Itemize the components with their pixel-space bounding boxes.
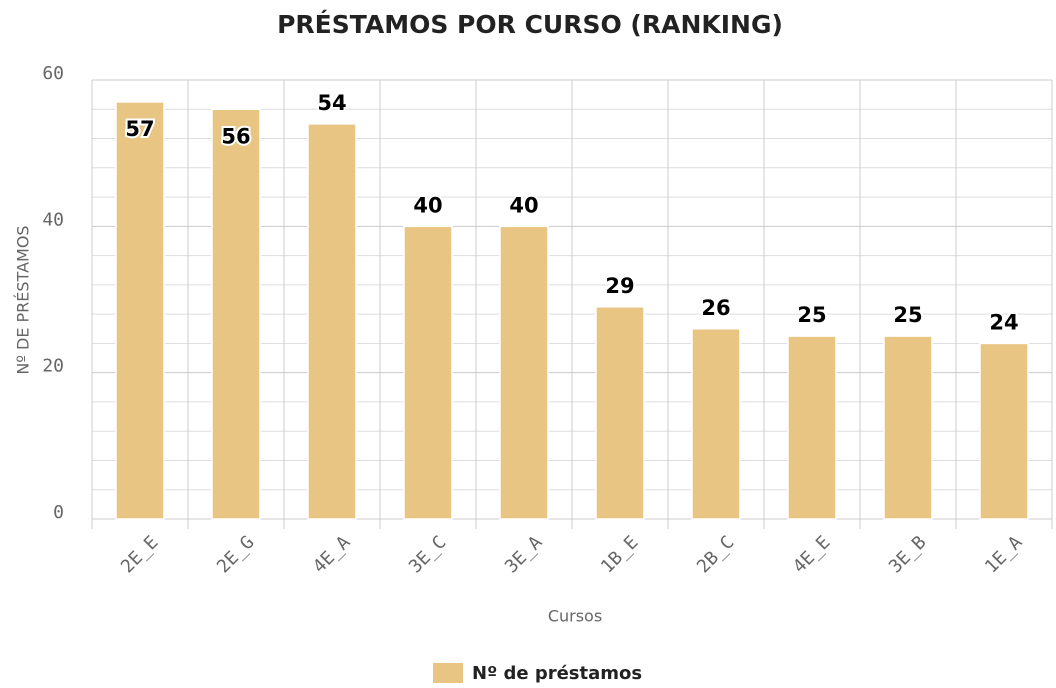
x-tick-label: 2B_C bbox=[693, 532, 739, 578]
x-tick-label: 1B_E bbox=[597, 532, 643, 578]
x-tick-label: 1E_A bbox=[981, 532, 1027, 578]
x-tick-label: 4E_E bbox=[789, 532, 835, 578]
y-axis-label: Nº DE PRÉSTAMOS bbox=[14, 225, 33, 374]
legend-swatch bbox=[433, 663, 463, 683]
value-label: 40 bbox=[413, 193, 442, 217]
y-tick-label: 60 bbox=[42, 63, 64, 84]
legend-label: Nº de préstamos bbox=[472, 663, 642, 684]
value-label: 25 bbox=[797, 303, 826, 327]
x-tick-label: 3E_B bbox=[885, 532, 931, 578]
bar bbox=[211, 108, 261, 520]
x-tick-label: 2E_E bbox=[117, 532, 163, 578]
x-axis-label: Cursos bbox=[548, 607, 602, 626]
bar bbox=[115, 101, 165, 520]
bar bbox=[403, 225, 453, 520]
value-label: 25 bbox=[893, 303, 922, 327]
value-label: 29 bbox=[605, 274, 634, 298]
bar bbox=[499, 225, 549, 520]
value-label: 56 bbox=[221, 124, 250, 148]
bar bbox=[595, 306, 645, 520]
y-tick-label: 0 bbox=[53, 502, 64, 523]
x-tick-label: 4E_A bbox=[309, 532, 355, 578]
value-label: 40 bbox=[509, 193, 538, 217]
x-tick-label: 3E_A bbox=[501, 532, 547, 578]
bar bbox=[787, 335, 837, 520]
value-label: 57 bbox=[125, 117, 154, 141]
chart-title: PRÉSTAMOS POR CURSO (RANKING) bbox=[277, 10, 783, 39]
x-tick-label: 3E_C bbox=[405, 532, 451, 578]
value-label: 26 bbox=[701, 296, 730, 320]
bar bbox=[979, 342, 1029, 520]
value-label: 24 bbox=[989, 310, 1018, 334]
bar bbox=[307, 123, 357, 520]
y-tick-label: 40 bbox=[42, 209, 64, 230]
bar bbox=[691, 328, 741, 520]
y-tick-label: 20 bbox=[42, 356, 64, 377]
x-tick-label: 2E_G bbox=[213, 532, 259, 578]
bar bbox=[883, 335, 933, 520]
value-label: 54 bbox=[317, 91, 346, 115]
